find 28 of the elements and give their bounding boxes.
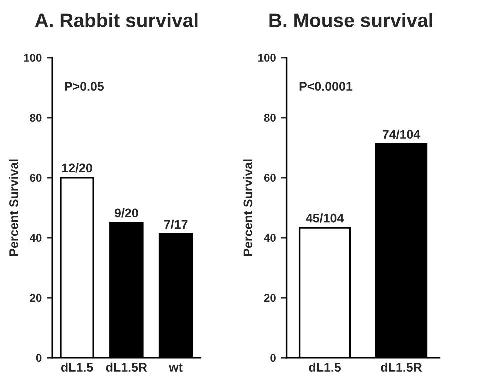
y-tick-label: 60 <box>264 174 276 182</box>
annotation: P>0.05 <box>65 82 104 92</box>
y-tick-label: 0 <box>270 354 276 362</box>
y-axis-title: Percent Survival <box>243 160 253 256</box>
x-tick-label: dL1.5R <box>381 362 422 372</box>
y-tick-label: 80 <box>30 114 42 122</box>
data-label: 9/20 <box>114 208 138 218</box>
y-axis-title: Percent Survival <box>9 160 18 256</box>
chart-title: B. Mouse survival <box>270 13 432 28</box>
x-tick-label: dL1.5 <box>61 362 94 372</box>
data-label: 7/17 <box>164 220 188 230</box>
x-tick-label: wt <box>169 364 183 372</box>
y-tick-label: 40 <box>30 234 42 242</box>
y-tick-label: 0 <box>36 354 42 362</box>
y-tick-label: 80 <box>264 114 276 122</box>
y-tick-label: 60 <box>30 174 42 182</box>
x-tick-label: dL1.5R <box>106 362 148 372</box>
chart-title: A. Rabbit survival <box>35 13 198 28</box>
y-tick-label: 100 <box>258 54 276 62</box>
data-label: 45/104 <box>306 214 344 223</box>
data-label: 12/20 <box>62 163 92 173</box>
y-tick-label: 20 <box>30 294 42 302</box>
data-label: 74/104 <box>382 130 421 140</box>
y-tick-label: 20 <box>264 294 276 302</box>
annotation: P<0.0001 <box>300 82 353 92</box>
y-tick-label: 100 <box>24 54 42 62</box>
y-tick-label: 40 <box>264 234 276 242</box>
x-tick-label: dL1.5 <box>309 362 342 372</box>
